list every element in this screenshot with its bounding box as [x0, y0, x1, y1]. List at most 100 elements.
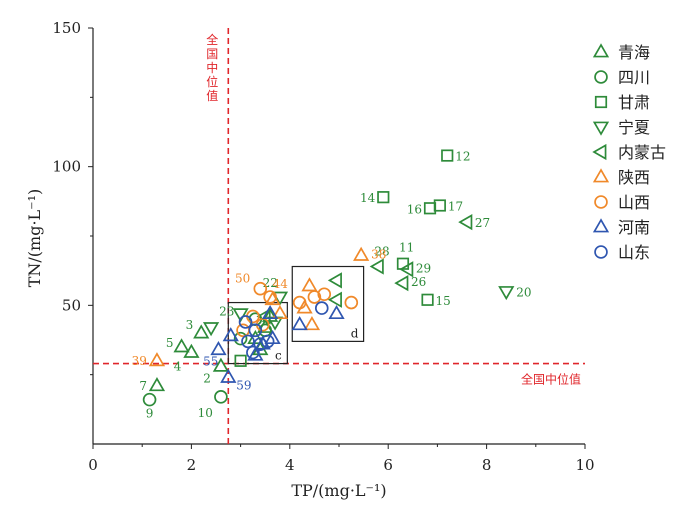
- series-group: [238, 301, 329, 360]
- circle-marker: [344, 295, 359, 310]
- triangle-up-marker: [291, 316, 308, 331]
- zoom-box-d: [291, 265, 365, 342]
- legend-label: 青海: [618, 43, 650, 62]
- point-label: 5: [166, 336, 174, 350]
- point-label: 59: [236, 378, 251, 392]
- point-label: 44: [273, 277, 289, 291]
- circle-marker: [253, 337, 268, 351]
- square-marker: [594, 95, 608, 109]
- x-tick-label: 6: [383, 456, 393, 474]
- triangle-left-marker: [369, 258, 384, 275]
- series-group: 55 59: [203, 304, 345, 392]
- point-label: 38: [371, 247, 386, 261]
- point-label: 7: [139, 379, 147, 393]
- circle-marker: [233, 331, 248, 346]
- triangle-up-marker: [220, 368, 237, 383]
- triangle-down-marker: [232, 308, 249, 323]
- triangle-up-marker: [222, 327, 239, 342]
- vertical-median-label: 全国中位值: [206, 32, 218, 103]
- triangle-left-marker: [327, 272, 342, 289]
- circle-marker: [214, 390, 228, 404]
- point-label: 15: [436, 294, 451, 308]
- point-label: 50: [235, 272, 250, 286]
- circle-marker: [292, 295, 307, 310]
- circle-marker: [260, 334, 275, 349]
- triangle-up-marker: [592, 43, 610, 58]
- point-label: 27: [475, 216, 490, 230]
- zoom-box-label-c: c: [275, 349, 282, 363]
- triangle-up-marker: [303, 316, 321, 331]
- legend-label: 山东: [618, 243, 650, 262]
- triangle-left-marker: [327, 291, 342, 308]
- series-group: 12 14 16 17 11 15: [234, 149, 471, 367]
- legend-label: 四川: [618, 68, 650, 87]
- square-marker: [234, 354, 247, 367]
- x-tick-label: 4: [285, 456, 295, 474]
- point-label: 2: [203, 371, 211, 385]
- triangle-up-marker: [592, 218, 610, 233]
- circle-marker: [238, 315, 253, 329]
- legend-label: 陕西: [618, 168, 650, 187]
- point-label: 4: [174, 359, 182, 373]
- square-marker: [441, 149, 454, 162]
- triangle-up-marker: [271, 304, 289, 320]
- triangle-down-marker: [592, 121, 610, 136]
- circle-marker: [594, 195, 608, 209]
- legend-item: 四川: [594, 68, 650, 87]
- point-label: 10: [198, 406, 213, 420]
- point-label: 26: [411, 275, 426, 289]
- triangle-left-marker: [399, 261, 414, 278]
- point-label: 12: [455, 150, 470, 164]
- legend-label: 内蒙古: [618, 143, 666, 162]
- triangle-down-marker: [498, 286, 515, 301]
- circle-marker: [314, 301, 329, 315]
- y-tick-label: 50: [62, 296, 81, 314]
- triangle-up-marker: [212, 357, 230, 372]
- square-marker: [421, 293, 434, 306]
- circle-marker: [246, 345, 260, 360]
- triangle-up-marker: [592, 168, 610, 183]
- square-marker: [433, 199, 446, 212]
- triangle-up-marker: [148, 377, 166, 392]
- triangle-up-marker: [210, 341, 227, 356]
- point-label: 55: [203, 355, 218, 369]
- circle-marker: [253, 281, 268, 296]
- triangle-up-marker: [296, 299, 313, 314]
- x-tick-label: 0: [88, 456, 98, 474]
- point-label: 20: [516, 285, 531, 299]
- square-marker: [423, 202, 437, 215]
- point-label: 39: [132, 354, 147, 368]
- point-label: 3: [186, 318, 194, 332]
- y-axis-title: TN/(mg·L⁻¹): [25, 189, 44, 288]
- point-label: 14: [360, 191, 376, 205]
- legend-label: 宁夏: [618, 118, 650, 137]
- legend-item: 内蒙古: [592, 143, 666, 162]
- legend-item: 山东: [594, 243, 650, 262]
- circle-marker: [142, 392, 157, 407]
- point-label: 17: [448, 199, 463, 213]
- point-label: 11: [399, 241, 414, 255]
- triangle-left-marker: [592, 143, 607, 161]
- point-label: 9: [146, 407, 154, 421]
- axes: 0 2 4 6 8 10 50 100 150: [52, 19, 594, 474]
- circle-marker: [248, 323, 263, 338]
- triangle-up-marker: [193, 324, 210, 339]
- horizontal-median-label: 全国中位值: [521, 372, 581, 387]
- triangle-down-marker: [202, 322, 220, 337]
- legend-label: 甘肃: [618, 93, 650, 112]
- triangle-left-marker: [394, 275, 409, 292]
- triangle-left-marker: [458, 214, 473, 231]
- legend-item: 山西: [594, 193, 650, 212]
- triangle-up-marker: [261, 304, 279, 320]
- y-tick-label: 100: [52, 158, 81, 176]
- series-group: 50: [235, 272, 359, 338]
- x-tick-label: 10: [575, 456, 594, 474]
- x-axis-title: TP/(mg·L⁻¹): [291, 481, 386, 500]
- legend-item: 宁夏: [592, 118, 650, 137]
- x-tick-label: 2: [187, 456, 197, 474]
